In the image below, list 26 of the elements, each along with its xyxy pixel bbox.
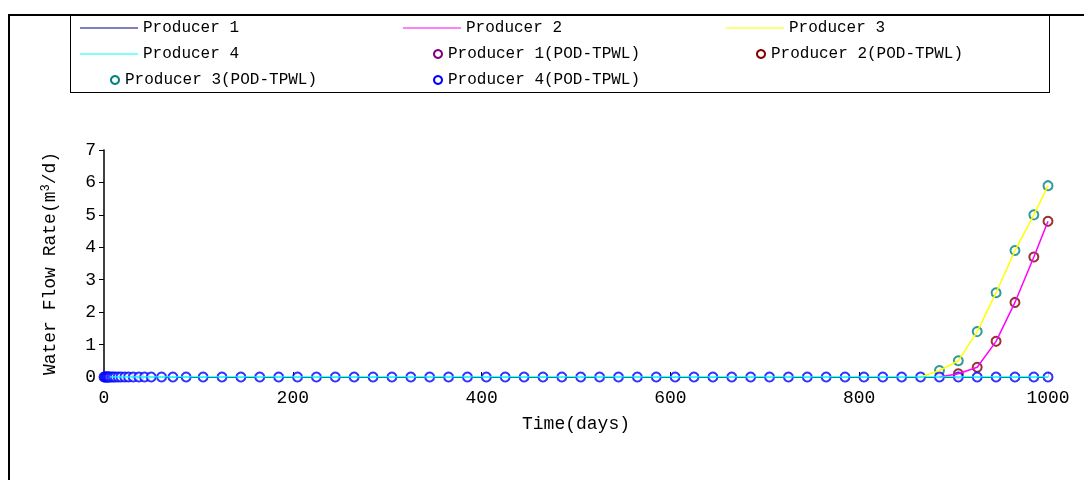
y-tick-label: 4 xyxy=(85,237,96,258)
x-tick-label: 600 xyxy=(654,388,687,408)
legend-label: Producer 3 xyxy=(789,19,886,37)
legend-label: Producer 4 xyxy=(143,45,240,63)
legend-label: Producer 1(POD-TPWL) xyxy=(448,45,641,63)
y-tick-label: 5 xyxy=(85,204,96,225)
legend-label: Producer 2 xyxy=(466,19,563,37)
x-axis-title: Time(days) xyxy=(521,414,631,434)
legend-label: Producer 4(POD-TPWL) xyxy=(448,71,641,89)
y-tick-label: 7 xyxy=(85,140,96,160)
x-tick-label: 1000 xyxy=(1026,388,1070,408)
x-tick-label: 800 xyxy=(843,388,876,408)
legend-label: Producer 3(POD-TPWL) xyxy=(125,71,318,89)
legend-label: Producer 1 xyxy=(143,19,240,37)
y-axis-title: Water Flow Rate(m3/d) xyxy=(39,151,60,376)
legend-label: Producer 2(POD-TPWL) xyxy=(771,45,964,63)
y-tick-label: 3 xyxy=(85,269,96,290)
y-tick-label: 2 xyxy=(85,302,96,323)
point xyxy=(1042,180,1054,192)
x-tick-label: 400 xyxy=(465,388,498,408)
x-tick-label: 0 xyxy=(98,388,110,408)
x-tick-label: 200 xyxy=(276,388,309,408)
y-tick-label: 0 xyxy=(85,367,96,387)
y-tick-label: 1 xyxy=(85,334,96,355)
point xyxy=(1042,215,1054,227)
y-tick-label: 6 xyxy=(85,172,96,193)
